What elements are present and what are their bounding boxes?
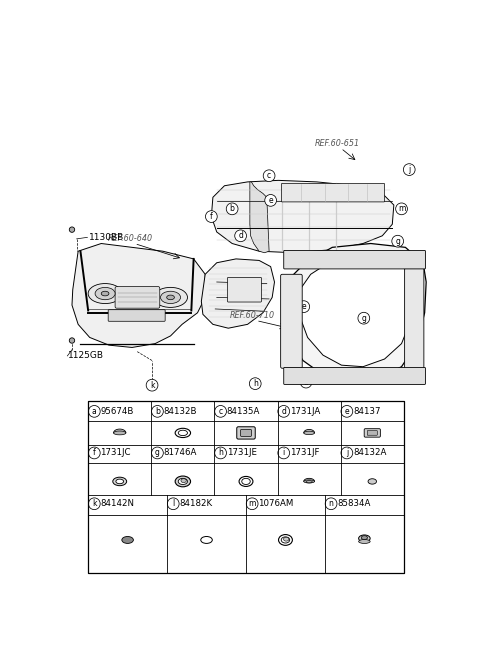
Text: l: l xyxy=(412,275,414,284)
Text: k: k xyxy=(92,499,96,508)
Ellipse shape xyxy=(160,291,180,304)
FancyBboxPatch shape xyxy=(364,428,380,437)
Text: 1731JA: 1731JA xyxy=(290,407,320,416)
Ellipse shape xyxy=(178,430,188,436)
Bar xyxy=(88,401,404,573)
Ellipse shape xyxy=(116,479,123,483)
Text: m: m xyxy=(398,205,405,213)
FancyBboxPatch shape xyxy=(281,274,302,368)
Ellipse shape xyxy=(368,479,376,484)
Text: j: j xyxy=(346,449,348,457)
Text: 1076AM: 1076AM xyxy=(258,499,294,508)
Text: 84142N: 84142N xyxy=(100,499,134,508)
Text: l: l xyxy=(172,499,174,508)
Ellipse shape xyxy=(175,476,191,487)
Ellipse shape xyxy=(304,431,314,435)
Text: 84182K: 84182K xyxy=(180,499,213,508)
Text: i: i xyxy=(283,449,285,457)
Ellipse shape xyxy=(113,477,127,485)
Polygon shape xyxy=(304,430,314,433)
Text: e: e xyxy=(301,302,306,311)
Text: 84135A: 84135A xyxy=(227,407,260,416)
Polygon shape xyxy=(114,429,126,433)
Text: h: h xyxy=(218,449,223,457)
FancyBboxPatch shape xyxy=(284,367,425,384)
Ellipse shape xyxy=(284,537,289,541)
Polygon shape xyxy=(284,243,426,382)
Ellipse shape xyxy=(95,287,115,300)
Polygon shape xyxy=(211,180,394,253)
Text: 1125GB: 1125GB xyxy=(68,352,104,360)
Text: n: n xyxy=(329,499,334,508)
FancyBboxPatch shape xyxy=(108,310,165,321)
Text: a: a xyxy=(304,378,309,386)
Ellipse shape xyxy=(178,478,188,485)
Text: i: i xyxy=(337,371,339,380)
Text: b: b xyxy=(230,205,235,213)
Ellipse shape xyxy=(88,283,122,304)
Circle shape xyxy=(69,227,75,232)
FancyBboxPatch shape xyxy=(367,430,377,435)
Text: f: f xyxy=(93,449,96,457)
Text: k: k xyxy=(150,380,154,390)
Ellipse shape xyxy=(359,540,370,543)
Text: c: c xyxy=(267,171,271,180)
Text: 95674B: 95674B xyxy=(100,407,134,416)
Text: e: e xyxy=(268,196,273,205)
FancyBboxPatch shape xyxy=(405,268,424,370)
Ellipse shape xyxy=(122,537,133,543)
FancyBboxPatch shape xyxy=(281,184,384,202)
Text: 81746A: 81746A xyxy=(164,449,197,457)
Text: j: j xyxy=(408,165,410,174)
Circle shape xyxy=(69,338,75,343)
Text: n: n xyxy=(415,306,420,315)
Text: 85834A: 85834A xyxy=(337,499,371,508)
Text: 1731JC: 1731JC xyxy=(100,449,131,457)
Text: 84137: 84137 xyxy=(353,407,381,416)
Text: m: m xyxy=(249,499,256,508)
Text: REF.60-640: REF.60-640 xyxy=(108,234,153,243)
Text: 84132A: 84132A xyxy=(353,449,386,457)
FancyBboxPatch shape xyxy=(228,277,262,302)
Text: REF.60-710: REF.60-710 xyxy=(229,312,275,320)
Ellipse shape xyxy=(359,535,370,542)
Text: e: e xyxy=(345,407,349,416)
FancyBboxPatch shape xyxy=(237,427,255,439)
Text: 1130BB: 1130BB xyxy=(89,233,124,242)
Polygon shape xyxy=(299,257,413,367)
Text: g: g xyxy=(361,314,366,323)
Text: 1731JF: 1731JF xyxy=(290,449,319,457)
Text: c: c xyxy=(218,407,223,416)
Polygon shape xyxy=(201,259,275,328)
Ellipse shape xyxy=(101,291,109,296)
Text: 84132B: 84132B xyxy=(164,407,197,416)
FancyBboxPatch shape xyxy=(115,287,160,308)
Text: REF.60-651: REF.60-651 xyxy=(314,139,360,148)
Ellipse shape xyxy=(181,479,186,483)
Polygon shape xyxy=(250,182,269,253)
Text: 1731JE: 1731JE xyxy=(227,449,257,457)
Text: j: j xyxy=(409,371,412,380)
Text: g: g xyxy=(155,449,160,457)
Text: g: g xyxy=(395,237,400,246)
Text: b: b xyxy=(155,407,160,416)
Text: d: d xyxy=(281,407,286,416)
Text: d: d xyxy=(238,232,243,240)
Ellipse shape xyxy=(175,428,191,438)
Polygon shape xyxy=(72,243,205,348)
Ellipse shape xyxy=(361,536,368,540)
FancyBboxPatch shape xyxy=(284,251,425,269)
Ellipse shape xyxy=(154,287,188,308)
Text: h: h xyxy=(253,379,258,388)
Text: a: a xyxy=(92,407,96,416)
Polygon shape xyxy=(304,478,314,482)
Ellipse shape xyxy=(114,431,126,435)
Ellipse shape xyxy=(167,295,174,300)
Ellipse shape xyxy=(304,480,314,483)
Text: f: f xyxy=(210,212,213,221)
FancyBboxPatch shape xyxy=(240,430,252,436)
